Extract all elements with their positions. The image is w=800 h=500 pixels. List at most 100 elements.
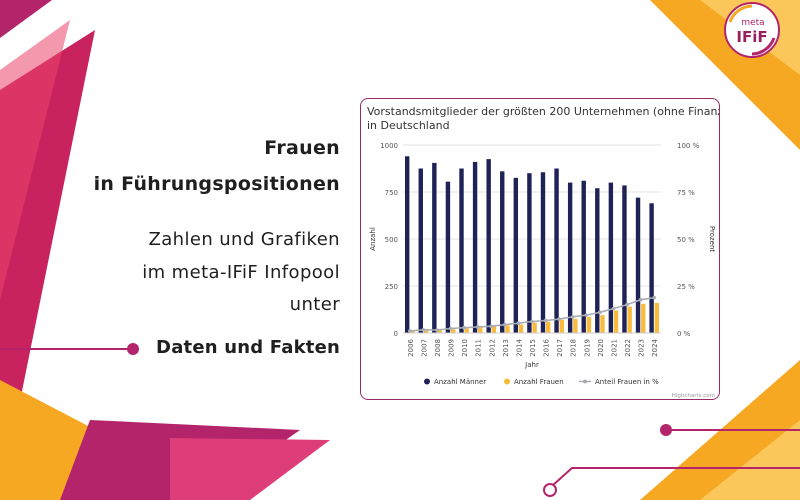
point-anteil-frauen [570, 315, 575, 319]
bar-anzahl-frauen [450, 329, 456, 333]
x-tick-label: 2010 [461, 339, 469, 357]
bar-anzahl-frauen [437, 330, 442, 333]
x-tick-label: 2012 [488, 339, 496, 357]
x-axis-title: Jahr [524, 361, 539, 369]
connector-dot-right [660, 424, 672, 436]
x-tick-label: 2008 [434, 339, 442, 357]
subline-line-3: unter [289, 294, 340, 315]
y2-tick-label: 75 % [677, 189, 695, 197]
y2-tick-label: 100 % [677, 142, 700, 150]
bar-anzahl-maenner [540, 172, 546, 333]
point-anteil-frauen [421, 328, 426, 332]
bar-anzahl-frauen [532, 322, 537, 333]
point-anteil-frauen [503, 322, 507, 327]
point-anteil-frauen [475, 325, 480, 329]
point-anteil-frauen [448, 326, 453, 331]
bar-anzahl-maenner [527, 173, 532, 333]
x-tick-label: 2014 [515, 338, 523, 356]
logo-text-top: meta [741, 18, 764, 28]
bar-anzahl-maenner [649, 203, 654, 333]
x-tick-label: 2017 [556, 339, 564, 357]
bar-anzahl-maenner [554, 168, 559, 333]
legend-marker-frauen [504, 378, 510, 385]
bar-anzahl-frauen [478, 327, 483, 333]
daten-und-fakten-label: Daten und Fakten [156, 337, 340, 358]
y2-tick-label: 0 % [677, 330, 691, 338]
point-anteil-frauen [638, 297, 643, 302]
y-tick-label: 0 [394, 330, 398, 338]
bar-anzahl-frauen [600, 315, 605, 333]
bar-anzahl-maenner [432, 162, 437, 333]
point-anteil-frauen [611, 306, 616, 311]
y-tick-label: 750 [385, 189, 398, 197]
bar-anzahl-maenner [581, 180, 586, 333]
bar-anzahl-frauen [641, 303, 646, 333]
y2-tick-label: 50 % [677, 236, 695, 244]
x-tick-label: 2009 [448, 339, 456, 357]
bar-anzahl-maenner [486, 159, 491, 333]
point-anteil-frauen [652, 295, 657, 300]
x-tick-label: 2015 [529, 339, 537, 357]
point-anteil-frauen [407, 329, 412, 333]
y-axis-title: Anzahl [369, 227, 377, 251]
legend-marker-anteil [583, 379, 587, 384]
x-tick-label: 2021 [610, 339, 618, 357]
chart-card: Vorstandsmitglieder der größten 200 Unte… [360, 98, 720, 400]
bar-anzahl-maenner [635, 197, 641, 333]
connector-line-bottom [551, 467, 800, 487]
point-anteil-frauen [543, 318, 548, 323]
bar-anzahl-maenner [622, 185, 627, 333]
x-tick-label: 2006 [407, 338, 415, 356]
point-anteil-frauen [489, 324, 494, 329]
y-tick-label: 500 [385, 236, 398, 244]
chart-title-line-1: Vorstandsmitglieder der größten 200 Unte… [367, 105, 720, 118]
point-anteil-frauen [462, 325, 466, 330]
bar-anzahl-maenner [459, 168, 464, 333]
x-tick-label: 2013 [502, 339, 510, 357]
subline-line-1: Zahlen und Grafiken [148, 229, 340, 250]
left-orange-wedge [0, 20, 70, 300]
x-tick-label: 2023 [638, 339, 646, 357]
x-tick-label: 2011 [475, 339, 483, 357]
y-tick-label: 250 [385, 283, 398, 291]
x-tick-label: 2018 [570, 339, 578, 357]
chart-svg: Vorstandsmitglieder der größten 200 Unte… [367, 105, 720, 399]
subline-line-2: im meta-IFiF Infopool [142, 262, 340, 283]
chart-title-line-2: in Deutschland [367, 119, 450, 132]
bottom-left-pink-wedge [170, 438, 330, 500]
bar-anzahl-frauen [491, 326, 497, 333]
bar-anzahl-frauen [654, 302, 660, 333]
y2-tick-label: 25 % [677, 283, 695, 291]
bar-anzahl-frauen [627, 306, 632, 333]
point-anteil-frauen [530, 319, 534, 324]
bar-anzahl-frauen [464, 328, 469, 333]
point-anteil-frauen [625, 302, 629, 307]
point-anteil-frauen [516, 321, 521, 326]
headline-line-1: Frauen [264, 137, 340, 159]
bar-anzahl-frauen [410, 331, 415, 333]
logo-text-bottom: IFiF [736, 28, 767, 46]
bar-anzahl-maenner [513, 177, 519, 333]
meta-ifif-logo: meta IFiF [724, 2, 780, 58]
connector-ring-bottom [543, 483, 557, 497]
x-tick-label: 2016 [543, 338, 551, 356]
bar-anzahl-frauen [573, 318, 578, 333]
top-left-magenta-corner [0, 0, 52, 38]
bar-anzahl-maenner [567, 182, 573, 333]
point-anteil-frauen [598, 310, 602, 315]
x-tick-label: 2024 [651, 338, 659, 356]
x-tick-label: 2007 [420, 339, 428, 357]
bar-anzahl-maenner [472, 161, 478, 333]
bar-anzahl-maenner [595, 188, 600, 333]
chart-credits: Highcharts.com [672, 393, 715, 399]
connector-dot-left [127, 343, 139, 355]
y-tick-label: 1000 [380, 142, 398, 150]
bar-anzahl-frauen [613, 310, 619, 333]
legend-label-frauen: Anzahl Frauen [514, 378, 564, 386]
point-anteil-frauen [557, 317, 561, 321]
point-anteil-frauen [435, 328, 439, 332]
bar-anzahl-frauen [505, 325, 510, 333]
x-tick-label: 2019 [583, 339, 591, 357]
bar-anzahl-maenner [445, 181, 451, 333]
legend-label-anteil: Anteil Frauen in % [595, 378, 659, 386]
